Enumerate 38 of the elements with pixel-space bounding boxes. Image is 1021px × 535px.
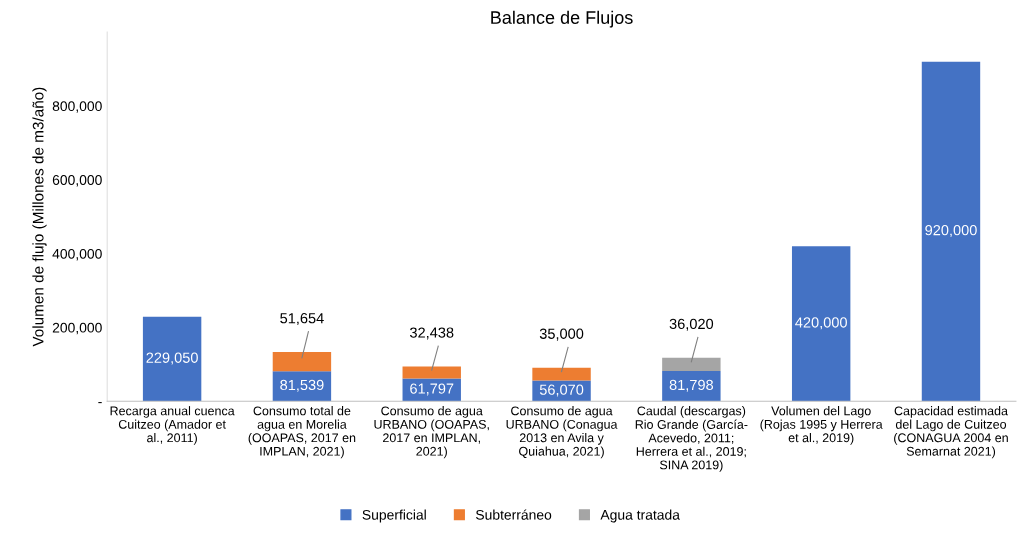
x-tick-label: Consumo de agua URBANO (OOAPAS, 2017 en IMPLAN, 2021) xyxy=(374,406,489,459)
y-axis-title: Volumen de flujo (Millones de m3/año) xyxy=(32,87,47,347)
data-label: 51,654 xyxy=(280,313,324,326)
x-tick-label: Capacidad estimada del Lago de Cuitzeo (CONAGUA 2004 en Semarnat 2021) xyxy=(894,406,1008,459)
bar xyxy=(402,366,461,379)
data-label: 81,798 xyxy=(669,379,714,392)
data-label: 420,000 xyxy=(795,317,847,330)
data-label: 229,050 xyxy=(146,352,198,365)
bar xyxy=(791,246,851,402)
y-tick-label: 400,000 xyxy=(52,248,102,261)
data-label: 81,539 xyxy=(280,379,324,392)
bar xyxy=(272,371,332,402)
x-tick-label: Recarga anual cuenca Cuitzeo (Amador et al., 2011) xyxy=(110,406,235,445)
legend-label: Superficial xyxy=(362,509,426,523)
x-tick-label: Caudal (descargas) Rio Grande (García- Acevedo, 2011; Herrera et al., 2019; SINA 2019) xyxy=(635,406,748,472)
bar xyxy=(921,61,981,402)
y-tick-label: 800,000 xyxy=(52,101,102,113)
data-label: 35,000 xyxy=(539,328,584,341)
y-tick-label: 600,000 xyxy=(52,175,102,187)
bar xyxy=(662,357,721,372)
bar xyxy=(532,367,591,381)
chart-title: Balance de Flujos xyxy=(491,10,633,28)
bar xyxy=(142,316,202,402)
y-tick-label: - xyxy=(98,402,102,404)
data-label: 32,438 xyxy=(409,327,454,340)
x-tick-label: Volumen del Lago (Rojas 1995 y Herrera et al., 2019) xyxy=(760,406,883,445)
data-label: 920,000 xyxy=(925,225,977,238)
x-tick-label: Consumo total de agua en Morelia (OOAPAS, 2017 en IMPLAN, 2021) xyxy=(248,406,356,459)
data-label: 61,797 xyxy=(410,383,454,396)
bar xyxy=(402,378,461,402)
legend-label: Agua tratada xyxy=(600,509,680,523)
data-label: 36,020 xyxy=(669,318,714,331)
y-tick-label: 200,000 xyxy=(52,322,102,335)
bar xyxy=(662,371,721,402)
legend-label: Subterráneo xyxy=(475,509,552,520)
data-label: 56,070 xyxy=(539,384,584,397)
x-tick-label: Consumo de agua URBANO (Conagua 2013 en Avila y Quiahua, 2021) xyxy=(506,406,618,459)
bar xyxy=(272,352,332,372)
